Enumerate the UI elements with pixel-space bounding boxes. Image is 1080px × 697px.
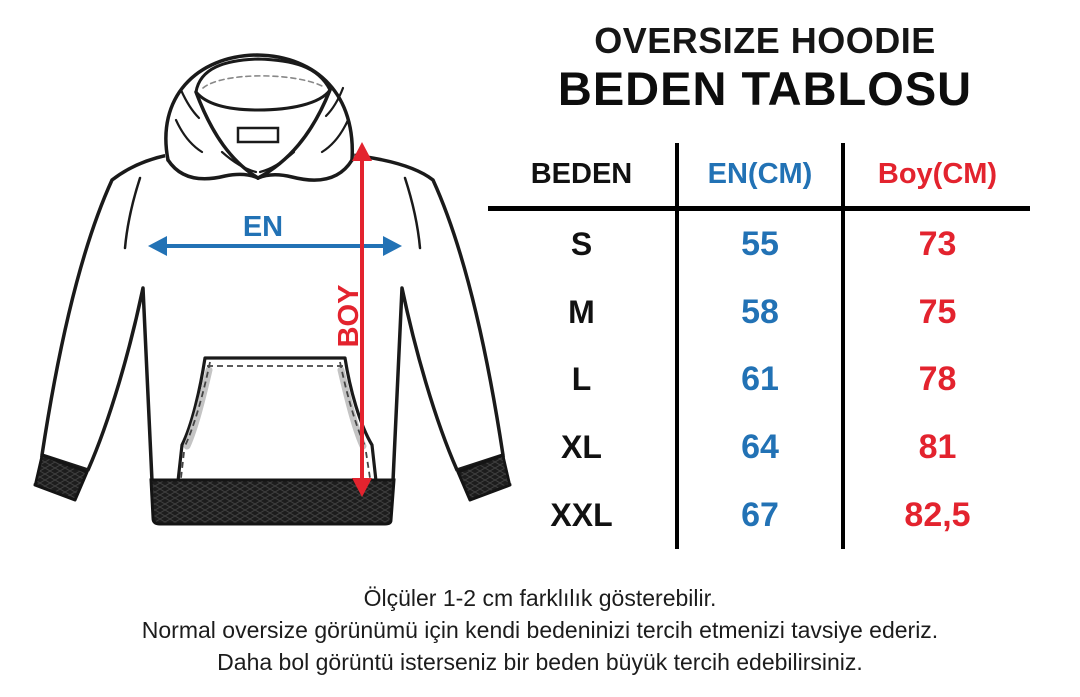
arrowhead-top bbox=[352, 142, 372, 161]
kangaroo-pocket bbox=[176, 356, 378, 483]
footnote-line: Normal oversize görünümü için kendi bede… bbox=[141, 617, 939, 643]
en-value: 55 bbox=[675, 211, 845, 279]
column-header-en: EN(CM) bbox=[675, 143, 845, 211]
left-cuff bbox=[33, 453, 89, 502]
size-label: XXL bbox=[550, 496, 613, 533]
column-header-boy: Boy(CM) bbox=[845, 143, 1030, 211]
column-header-beden: BEDEN bbox=[488, 143, 675, 211]
size-label: S bbox=[570, 226, 593, 263]
boy-value: 82,5 bbox=[904, 495, 971, 534]
arrowhead-bottom bbox=[352, 478, 372, 497]
page-subtitle: OVERSIZE HOODIE bbox=[594, 20, 936, 61]
en-value: 58 bbox=[675, 278, 845, 347]
hoodie-diagram: EN BOY bbox=[31, 53, 514, 526]
boy-value: 78 bbox=[918, 360, 957, 399]
footnote-line: Daha bol görüntü isterseniz bir beden bü… bbox=[217, 649, 863, 675]
page-title: BEDEN TABLOSU bbox=[557, 62, 973, 115]
en-value: 64 bbox=[675, 413, 845, 482]
cuffs bbox=[31, 453, 514, 502]
boy-value: 73 bbox=[918, 225, 957, 264]
en-value: 61 bbox=[675, 346, 845, 414]
en-value: 67 bbox=[675, 481, 845, 549]
footnote-line: Ölçüler 1-2 cm farklılık gösterebilir. bbox=[363, 585, 717, 611]
arrowhead-left bbox=[148, 236, 167, 256]
title-block: OVERSIZE HOODIE BEDEN TABLOSU bbox=[480, 22, 1050, 114]
size-label: M bbox=[568, 293, 595, 330]
footnotes: Ölçüler 1-2 cm farklılık gösterebilir. N… bbox=[0, 582, 1080, 678]
right-cuff bbox=[456, 453, 512, 502]
hood-seam-dashed bbox=[202, 75, 325, 89]
arrowhead-right bbox=[383, 236, 402, 256]
boy-value: 75 bbox=[918, 292, 957, 331]
hood bbox=[163, 53, 355, 185]
size-table: BEDEN EN(CM) Boy(CM) S 55 73 M 58 75 L 6… bbox=[488, 143, 1030, 549]
width-arrow: EN bbox=[148, 211, 402, 256]
width-arrow-label: EN bbox=[243, 211, 283, 243]
boy-value: 81 bbox=[918, 428, 957, 467]
size-label: L bbox=[571, 361, 592, 398]
hem-band bbox=[149, 478, 396, 526]
height-arrow-label: BOY bbox=[333, 285, 365, 348]
height-arrow: BOY bbox=[333, 142, 372, 497]
size-label: XL bbox=[561, 429, 602, 466]
neck-label-tag bbox=[236, 126, 280, 144]
